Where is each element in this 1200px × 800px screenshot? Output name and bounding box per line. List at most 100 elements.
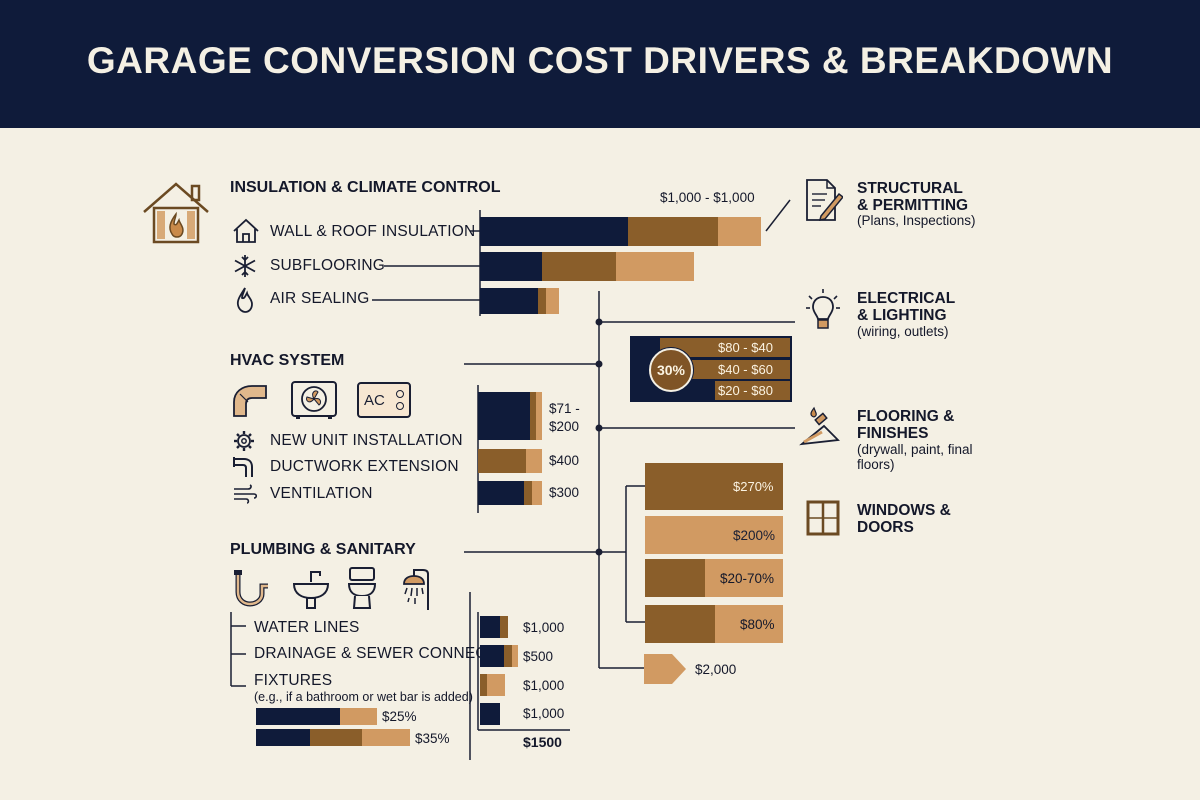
- electrical-value-2: $40 - $60: [718, 362, 773, 377]
- wall-roof-bar-navy: [480, 217, 628, 246]
- water-lines-label: WATER LINES: [254, 619, 360, 636]
- arrow-tag-icon: [644, 654, 686, 684]
- pct-35-value: $35%: [415, 731, 450, 746]
- finish-bar-3-tan: [705, 559, 783, 597]
- ductwork-value: $400: [549, 453, 580, 468]
- header-banner: GARAGE CONVERSION COST DRIVERS & BREAKDO…: [0, 0, 1200, 128]
- finish-bar-2: [645, 516, 783, 554]
- ventilation-bar-navy: [478, 481, 524, 505]
- subflooring-bar-navy: [480, 252, 542, 281]
- water-lines-value: $1,000: [523, 620, 565, 635]
- pct-35-bar-navy: [256, 729, 310, 746]
- ventilation-bar-brown: [524, 481, 532, 505]
- snowflake-icon: [234, 255, 256, 277]
- document-pencil-icon: [806, 179, 843, 221]
- thermostat-icon: AC: [357, 382, 411, 418]
- insulation-heading: INSULATION & CLIMATE CONTROL: [230, 179, 501, 196]
- flooring-subtitle: (drywall, paint, final floors): [857, 442, 973, 472]
- structural-subtitle: (Plans, Inspections): [857, 213, 976, 228]
- structural-title: STRUCTURAL & PERMITTING: [857, 180, 969, 214]
- thermostat-knob: [396, 402, 404, 410]
- ventilation-bar-tan: [532, 481, 542, 505]
- pct-25-bar-tan: [340, 708, 377, 725]
- thermostat-knob: [396, 390, 404, 398]
- water-lines-bar-navy: [480, 616, 500, 638]
- hvac-heading: HVAC SYSTEM: [230, 352, 345, 369]
- wind-icon: [234, 484, 258, 504]
- fixtures-value: $1,000: [523, 678, 565, 693]
- percent-badge: 30%: [649, 348, 693, 392]
- drainage-bar-tan: [512, 645, 518, 667]
- ductwork-extension-label: DUCTWORK EXTENSION: [270, 458, 459, 475]
- subflooring-bar-tan: [616, 252, 694, 281]
- drainage-bar-navy: [480, 645, 504, 667]
- window-icon: [806, 500, 840, 536]
- new-unit-installation-label: NEW UNIT INSTALLATION: [270, 432, 463, 449]
- house-heat-icon: [143, 182, 209, 244]
- duct-pipe-icon: [233, 385, 267, 417]
- new-unit-bar-navy: [478, 392, 530, 440]
- finish-bar-4-tan: [715, 605, 783, 643]
- wall-roof-insulation-label: WALL & ROOF INSULATION: [270, 223, 476, 240]
- ventilation-label: VENTILATION: [270, 485, 373, 502]
- subflooring-bar-brown: [542, 252, 616, 281]
- finish-value-1: $270%: [733, 479, 774, 494]
- electrical-title: ELECTRICAL & LIGHTING: [857, 290, 956, 324]
- new-unit-value: $71 - $200: [549, 401, 580, 434]
- flame-icon: [236, 287, 253, 313]
- pipe-elbow-icon: [233, 457, 253, 477]
- electrical-value-3: $20 - $80: [718, 383, 773, 398]
- plumbing-total: $1500: [523, 734, 562, 750]
- new-unit-bar-brown: [530, 392, 536, 440]
- new-unit-bar-tan: [536, 392, 542, 440]
- electrical-bar-3: [715, 381, 790, 400]
- fixtures-label: FIXTURES: [254, 672, 333, 689]
- finish-value-2: $200%: [733, 528, 776, 543]
- ventilation-value: $300: [549, 485, 580, 500]
- finish-bar-4-brown: [645, 605, 715, 643]
- house-outline-icon: [233, 218, 259, 243]
- finish-bar-3-brown: [645, 559, 705, 597]
- ductwork-bar-brown: [478, 449, 526, 473]
- pct-25-bar-navy: [256, 708, 340, 725]
- air-sealing-bar-tan: [546, 288, 559, 314]
- wall-roof-bar-tan: [718, 217, 761, 246]
- drainage-sewer-label: DRAINAGE & SEWER CONNECT: [254, 645, 497, 662]
- p-trap-pipe-icon: [234, 570, 268, 607]
- fixtures-note: (e.g., if a bathroom or wet bar is added…: [254, 690, 473, 704]
- ac-fan-unit-icon: [291, 381, 337, 419]
- pct-35-bar-tan: [362, 729, 410, 746]
- pct-35-bar-brown: [310, 729, 362, 746]
- air-sealing-bar-navy: [480, 288, 538, 314]
- flooring-title: FLOORING & FINISHES: [857, 408, 955, 442]
- finish-value-4: $80%: [740, 617, 775, 632]
- paint-brush-icon: [799, 406, 840, 446]
- pct-25-value: $25%: [382, 709, 417, 724]
- gear-icon: [234, 431, 254, 451]
- lightbulb-icon: [806, 289, 840, 329]
- page-title: GARAGE CONVERSION COST DRIVERS & BREAKDO…: [86, 40, 1114, 81]
- electrical-subtitle: (wiring, outlets): [857, 324, 949, 339]
- drainage-bar-brown: [504, 645, 512, 667]
- subflooring-label: SUBFLOORING: [270, 257, 386, 274]
- electrical-value-1: $80 - $40: [718, 340, 773, 355]
- fixtures-bar-brown: [480, 674, 487, 696]
- air-sealing-bar-brown: [538, 288, 546, 314]
- air-sealing-label: AIR SEALING: [270, 290, 370, 307]
- extra-bar-navy: [480, 703, 500, 725]
- ductwork-bar-tan: [526, 449, 542, 473]
- toilet-icon: [347, 567, 377, 609]
- finish-value-3: $20-70%: [720, 571, 775, 586]
- wall-roof-bar-brown: [628, 217, 718, 246]
- shower-head-icon: [403, 569, 429, 610]
- windows-title: WINDOWS & DOORS: [857, 502, 951, 536]
- plumbing-heading: PLUMBING & SANITARY: [230, 541, 416, 558]
- electrical-bar-1: [660, 338, 790, 357]
- water-lines-bar-brown: [500, 616, 508, 638]
- fixtures-bar-tan: [487, 674, 505, 696]
- arrow-value: $2,000: [695, 662, 737, 677]
- sink-faucet-icon: [292, 571, 330, 609]
- drainage-value: $500: [523, 649, 554, 664]
- thermostat-label: AC: [364, 392, 385, 409]
